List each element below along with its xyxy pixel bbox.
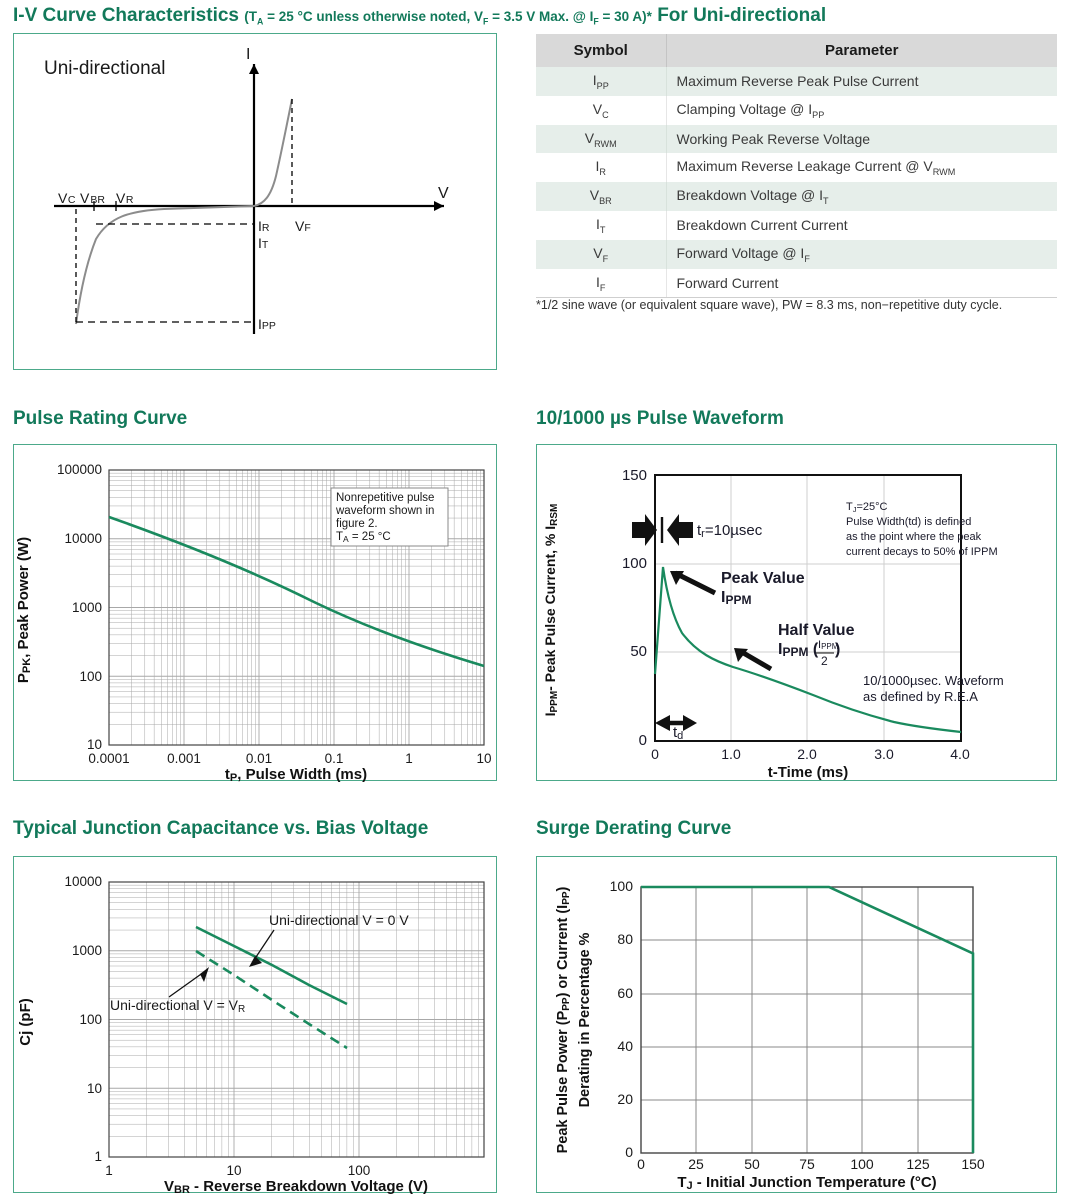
svg-text:IPPM: IPPM [721,589,751,607]
svg-text:VR: VR [116,190,134,206]
svg-text:1: 1 [105,1163,113,1178]
svg-text:150: 150 [622,467,647,484]
svg-text:td: td [673,724,683,742]
svg-text:2: 2 [821,654,828,668]
svg-text:VBR: VBR [80,190,105,206]
svg-text:Pulse Width(td) is defined: Pulse Width(td) is defined [846,516,971,528]
svg-text:0.01: 0.01 [246,751,272,766]
svg-text:I: I [246,46,250,63]
svg-text:PPK, Peak Power (W): PPK, Peak Power (W) [15,537,33,683]
svg-text:0.1: 0.1 [325,751,344,766]
svg-text:Cj (pF): Cj (pF) [17,998,34,1045]
svg-text:50: 50 [630,643,647,660]
svg-text:t-Time (ms): t-Time (ms) [768,764,849,781]
svg-text:0: 0 [625,1144,633,1160]
svg-text:figure 2.: figure 2. [336,518,378,530]
svg-text:as defined by R.E.A: as defined by R.E.A [863,689,978,704]
svg-text:Uni-directional V = 0 V: Uni-directional V = 0 V [269,912,409,928]
svg-text:IPPM (: IPPM ( [778,641,819,659]
svg-text:100: 100 [622,555,647,572]
svg-text:2.0: 2.0 [797,746,817,762]
svg-text:1: 1 [94,1149,102,1164]
svg-text:10000: 10000 [64,531,102,546]
svg-text:100000: 100000 [57,462,102,477]
svg-text:as the point where the peak: as the point where the peak [846,531,982,543]
svg-text:VC: VC [58,190,76,206]
svg-text:Nonrepetitive pulse: Nonrepetitive pulse [336,492,434,504]
svg-text:0: 0 [639,732,647,749]
svg-text:Uni-directional: Uni-directional [44,58,165,79]
svg-text:125: 125 [906,1156,930,1172]
svg-text:60: 60 [617,985,633,1001]
svg-text:150: 150 [961,1156,985,1172]
svg-text:80: 80 [617,931,633,947]
svg-text:100: 100 [348,1163,371,1178]
svg-text:0.001: 0.001 [167,751,201,766]
svg-text:0: 0 [637,1156,645,1172]
svg-text:100: 100 [610,878,634,894]
svg-text:10: 10 [476,751,491,766]
svg-text:1: 1 [405,751,413,766]
svg-text:0.0001: 0.0001 [88,751,129,766]
svg-text:25: 25 [688,1156,704,1172]
svg-text:0: 0 [651,746,659,762]
svg-text:100: 100 [79,669,102,684]
svg-text:Peak Pulse Power (PPP) or Curr: Peak Pulse Power (PPP) or Current (IPP) [555,886,572,1153]
svg-text:1000: 1000 [72,943,102,958]
svg-text:waveform shown in: waveform shown in [335,505,434,517]
svg-text:1000: 1000 [72,600,102,615]
svg-text:10: 10 [87,1081,102,1096]
svg-text:40: 40 [617,1038,633,1054]
svg-text:Derating in Percentage %: Derating in Percentage % [577,932,593,1107]
svg-text:Peak Value: Peak Value [721,570,805,587]
svg-text:IR: IR [258,218,270,234]
svg-text:Uni-directional V = VR: Uni-directional V = VR [110,997,245,1015]
svg-text:3.0: 3.0 [874,746,894,762]
svg-text:1.0: 1.0 [721,746,741,762]
svg-text:10: 10 [226,1163,241,1178]
svg-text:10: 10 [87,737,102,752]
svg-text:current decays to 50% of IPPM: current decays to 50% of IPPM [846,546,998,558]
svg-text:4.0: 4.0 [950,746,970,762]
svg-text:VBR - Reverse Breakdown Voltag: VBR - Reverse Breakdown Voltage (V) [164,1178,428,1194]
svg-text:): ) [835,641,840,658]
svg-text:10000: 10000 [64,874,102,889]
svg-text:20: 20 [617,1091,633,1107]
svg-text:75: 75 [799,1156,815,1172]
svg-text:50: 50 [744,1156,760,1172]
svg-text:tr=10µsec: tr=10µsec [697,522,763,540]
svg-text:100: 100 [79,1012,102,1027]
svg-text:VF: VF [295,218,311,234]
svg-text:TJ=25°C: TJ=25°C [846,501,888,514]
svg-text:100: 100 [850,1156,874,1172]
svg-text:Half Value: Half Value [778,622,855,639]
svg-text:IT: IT [258,235,269,251]
svg-text:IPP: IPP [258,316,276,332]
svg-text:V: V [438,185,449,202]
svg-text:tP, Pulse Width (ms): tP, Pulse Width (ms) [225,766,367,782]
svg-text:TJ - Initial Junction Temperat: TJ - Initial Junction Temperature (°C) [677,1174,936,1192]
svg-text:IPPM- Peak Pulse Current, % IR: IPPM- Peak Pulse Current, % IRSM [542,504,560,717]
svg-text:10/1000µsec. Waveform: 10/1000µsec. Waveform [863,673,1004,688]
